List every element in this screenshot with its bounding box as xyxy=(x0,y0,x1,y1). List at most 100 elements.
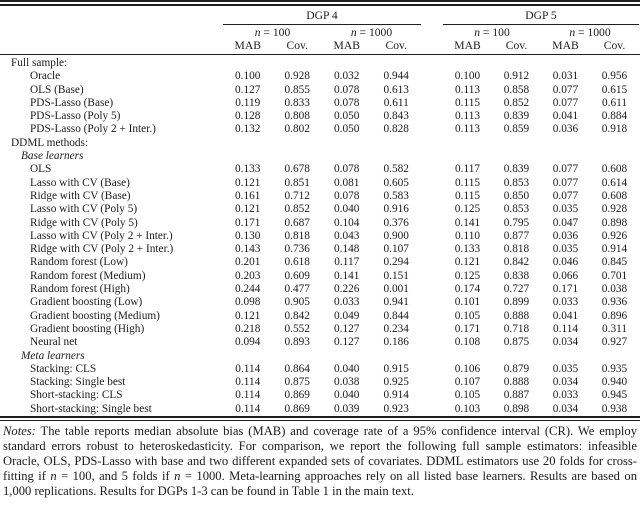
group-gap xyxy=(421,336,443,349)
cell-value: 0.113 xyxy=(455,83,480,96)
row-label: Ridge with CV (Poly 2 + Inter.) xyxy=(30,243,174,256)
metric-header: Cov. xyxy=(385,38,407,52)
cell-value: 0.234 xyxy=(383,322,409,335)
cell-value: 0.852 xyxy=(284,203,310,216)
cell-value: 0.844 xyxy=(383,309,409,322)
row-label: Full sample: xyxy=(11,57,68,69)
cell-value: 0.143 xyxy=(235,243,261,256)
cell-value: 0.066 xyxy=(552,269,579,282)
table-row: Lasso with CV (Base) 0.121 0.851 0.081 0.605… xyxy=(0,177,640,190)
cell-value: 0.914 xyxy=(383,389,409,402)
cell-value: 0.047 xyxy=(552,216,579,229)
cell-value: 0.855 xyxy=(284,83,310,96)
cell-value: 0.918 xyxy=(601,123,628,136)
table-row: Random forest (Low) 0.201 0.618 0.117 0.294 0… xyxy=(0,256,640,269)
cell-value: 0.046 xyxy=(552,256,579,269)
cell-value: 0.875 xyxy=(503,336,530,349)
table-row: Short-stacking: CLS 0.114 0.869 0.040 0.914 0… xyxy=(0,389,640,402)
cell-value: 0.727 xyxy=(503,283,530,296)
cell-value: 0.114 xyxy=(235,376,261,389)
cell-value: 0.049 xyxy=(334,309,360,322)
group-gap xyxy=(421,376,443,389)
cell-value: 0.077 xyxy=(552,96,579,109)
cell-value: 0.034 xyxy=(552,336,579,349)
cell-value: 0.582 xyxy=(383,163,409,176)
cell-value: 0.050 xyxy=(334,110,360,123)
cell-value: 0.864 xyxy=(284,362,310,375)
cell-value: 0.107 xyxy=(383,243,409,256)
table-row: OLS (Base) 0.127 0.855 0.078 0.613 0.113 0.858… xyxy=(0,84,640,97)
cell-value: 0.956 xyxy=(601,70,628,83)
cell-value: 0.128 xyxy=(235,110,261,123)
cell-value: 0.916 xyxy=(383,203,409,216)
cell-value: 0.944 xyxy=(383,70,409,83)
group-gap xyxy=(421,97,443,110)
cell-value: 0.125 xyxy=(454,203,481,216)
cell-value: 0.853 xyxy=(503,176,530,189)
row-label: Short-stacking: CLS xyxy=(30,389,123,402)
cell-value: 0.036 xyxy=(552,123,579,136)
cell-value: 0.038 xyxy=(601,283,628,296)
group-gap xyxy=(421,6,443,25)
cell-value: 0.828 xyxy=(383,123,409,136)
cell-value: 0.114 xyxy=(553,322,578,335)
cell-value: 0.614 xyxy=(601,176,628,189)
cell-value: 0.687 xyxy=(284,216,310,229)
cell-value: 0.851 xyxy=(284,176,310,189)
table-row: Stacking: Single best 0.114 0.875 0.038 0.92… xyxy=(0,376,640,389)
cell-value: 0.130 xyxy=(235,229,261,242)
row-label: Stacking: Single best xyxy=(30,376,126,389)
cell-value: 0.884 xyxy=(601,110,628,123)
cell-value: 0.605 xyxy=(383,176,409,189)
cell-value: 0.888 xyxy=(503,376,530,389)
row-label: Lasso with CV (Poly 2 + Inter.) xyxy=(30,229,173,242)
cell-value: 0.148 xyxy=(334,243,360,256)
cell-value: 0.034 xyxy=(552,376,579,389)
cell-value: 0.879 xyxy=(503,362,530,375)
cell-value: 0.098 xyxy=(235,296,261,309)
cell-value: 0.077 xyxy=(552,176,579,189)
cell-value: 0.105 xyxy=(454,389,481,402)
table-row: Ridge with CV (Base) 0.161 0.712 0.078 0.583… xyxy=(0,190,640,203)
cell-value: 0.121 xyxy=(454,256,481,269)
cell-value: 0.101 xyxy=(454,296,481,309)
table-row: Neural net 0.094 0.893 0.127 0.186 0.108 0.875… xyxy=(0,336,640,349)
header-body-divider xyxy=(0,53,640,55)
cell-value: 0.842 xyxy=(503,256,530,269)
table-bottom-rule xyxy=(0,416,640,422)
cell-value: 0.041 xyxy=(552,110,579,123)
group-gap xyxy=(421,283,443,296)
cell-value: 0.113 xyxy=(455,123,480,136)
table-row: Full sample: xyxy=(0,57,640,70)
group-gap xyxy=(421,26,443,39)
cell-value: 0.912 xyxy=(503,70,530,83)
cell-value: 0.078 xyxy=(334,83,360,96)
group-gap xyxy=(421,256,443,269)
cell-value: 0.893 xyxy=(284,336,310,349)
cell-value: 0.033 xyxy=(552,296,579,309)
cell-value: 0.611 xyxy=(602,96,627,109)
group-gap xyxy=(421,177,443,190)
cell-value: 0.938 xyxy=(601,402,628,415)
row-label: Gradient boosting (High) xyxy=(30,322,145,335)
cell-value: 0.133 xyxy=(454,243,481,256)
cell-value: 0.117 xyxy=(455,163,480,176)
cell-value: 0.935 xyxy=(601,362,628,375)
cell-value: 0.033 xyxy=(552,389,579,402)
cell-value: 0.107 xyxy=(454,376,481,389)
table-row: PDS-Lasso (Poly 5) 0.128 0.808 0.050 0.843 0.… xyxy=(0,110,640,123)
cell-value: 0.077 xyxy=(552,189,579,202)
cell-value: 0.100 xyxy=(235,70,261,83)
n1000-header-dgp4: n = 1000 xyxy=(350,25,393,39)
group-gap xyxy=(421,84,443,97)
cell-value: 0.032 xyxy=(334,70,360,83)
notes-lead: Notes: xyxy=(3,424,36,439)
table-n-header-row: n = 100 n = 1000 n = 100 n = 1000 xyxy=(0,26,640,39)
cell-value: 0.039 xyxy=(334,402,360,415)
cell-value: 0.121 xyxy=(235,203,261,216)
cell-value: 0.106 xyxy=(454,362,481,375)
cell-value: 0.141 xyxy=(454,216,481,229)
row-label: Ridge with CV (Base) xyxy=(30,189,131,202)
table-row: Oracle 0.100 0.928 0.032 0.944 0.100 0.912 0.03… xyxy=(0,70,640,83)
group-gap xyxy=(421,296,443,309)
